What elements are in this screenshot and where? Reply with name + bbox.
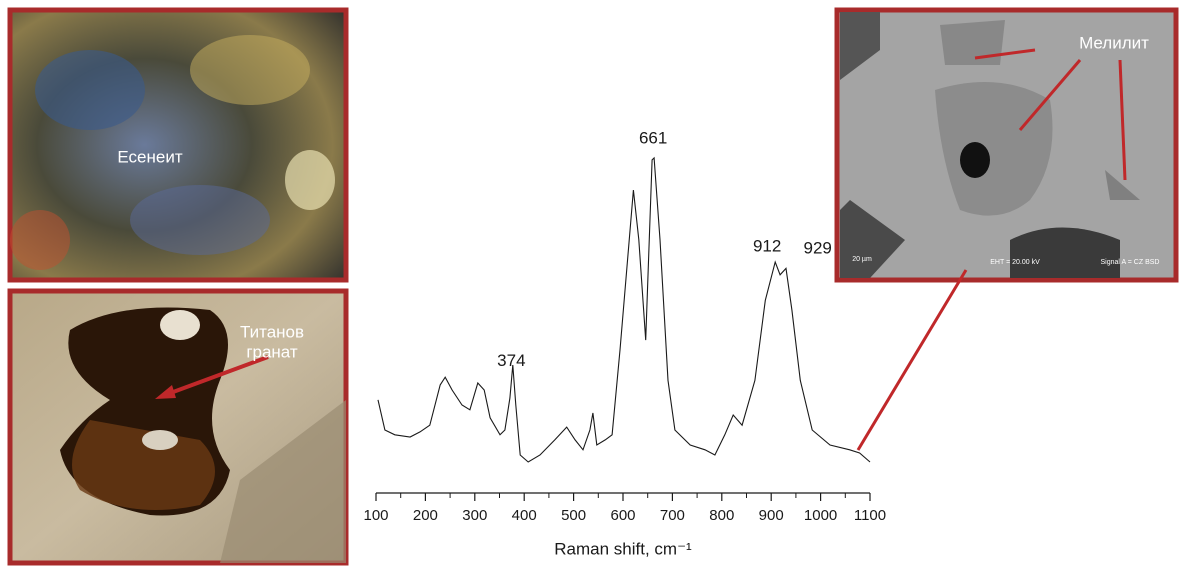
x-axis-label: Raman shift, cm⁻¹: [554, 539, 692, 558]
x-tick-label: 1100: [854, 507, 886, 524]
x-tick-label: 300: [462, 507, 487, 524]
sem-melilite: Мелилит 20 µm EHT = 20.00 kV Signal A = …: [837, 10, 1176, 280]
peak-label: 661: [639, 128, 667, 147]
x-tick-label: 400: [512, 507, 537, 524]
image-label: Титанов: [240, 322, 304, 341]
image-label: Мелилит: [1079, 33, 1149, 52]
peak-label: 912: [753, 237, 781, 256]
x-tick-label: 200: [413, 507, 438, 524]
x-tick-label: 800: [709, 507, 734, 524]
x-tick-label: 1000: [804, 507, 837, 524]
image-label: гранат: [246, 342, 298, 361]
sem-info: EHT = 20.00 kV: [990, 259, 1040, 266]
micrograph-eseneite: Есенеит: [10, 10, 346, 280]
sem-info: Signal A = CZ BSD: [1101, 259, 1160, 266]
connector: [858, 270, 966, 450]
x-tick-label: 700: [660, 507, 685, 524]
x-tick-label: 900: [759, 507, 784, 524]
peak-label: 374: [497, 351, 525, 370]
page: {"chart_data": {"type": "line", "xlabel"…: [0, 0, 1183, 571]
figure: Есенеит Титанов гранат Мелилит 20 µm EHT…: [0, 0, 1183, 571]
peak-label: 929: [804, 238, 832, 257]
x-tick-label: 500: [561, 507, 586, 524]
micrograph-garnet: Титанов гранат: [10, 291, 346, 563]
image-label: Есенеит: [117, 147, 182, 166]
scale-bar-label: 20 µm: [852, 256, 872, 263]
x-tick-label: 100: [363, 507, 388, 524]
x-tick-label: 600: [610, 507, 635, 524]
spectrum-line: [378, 158, 870, 462]
